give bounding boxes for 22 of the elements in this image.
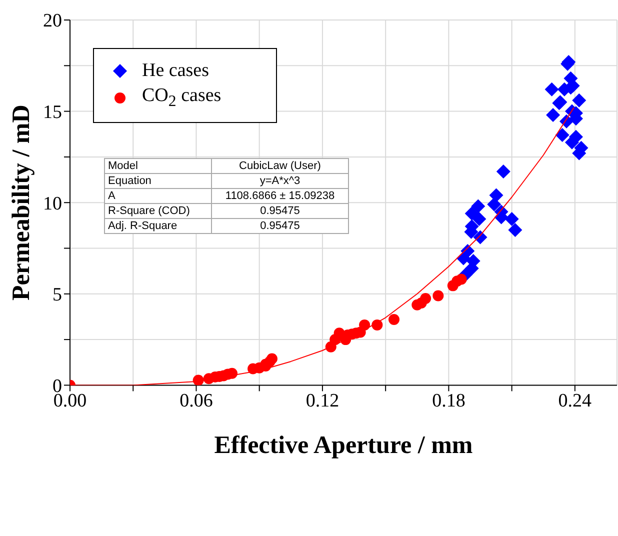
- annotation: Model: [104, 158, 212, 174]
- y-tick-label: 10: [43, 193, 62, 214]
- annotation: R-Square (COD): [104, 204, 212, 218]
- y-tick-label: 20: [43, 10, 62, 32]
- annotation: 1108.6866 ± 15.09238: [212, 188, 348, 204]
- annotation: Adj. R-Square: [104, 218, 212, 234]
- x-axis-title: Effective Aperture / mm: [214, 432, 473, 460]
- x-tick-label: 0.24: [558, 390, 592, 412]
- annotation: Equation: [104, 174, 212, 188]
- annotation: y=A*x^3: [212, 174, 348, 188]
- y-tick-label: 15: [43, 102, 62, 124]
- annotation: 0.95475: [212, 204, 348, 218]
- annotation: A: [104, 188, 212, 204]
- legend-label: He cases: [142, 60, 209, 82]
- annotation: 0.95475: [212, 218, 348, 234]
- x-tick-label: 0.12: [306, 390, 340, 412]
- annotation: CubicLaw (User): [212, 158, 348, 174]
- y-tick-label: 5: [52, 284, 62, 306]
- y-axis-title: Permeability / mD: [8, 104, 35, 300]
- x-tick-label: 0.06: [180, 390, 213, 412]
- legend-label: CO$_{2}$ cases: [142, 85, 222, 111]
- x-tick-label: 0.18: [432, 390, 466, 412]
